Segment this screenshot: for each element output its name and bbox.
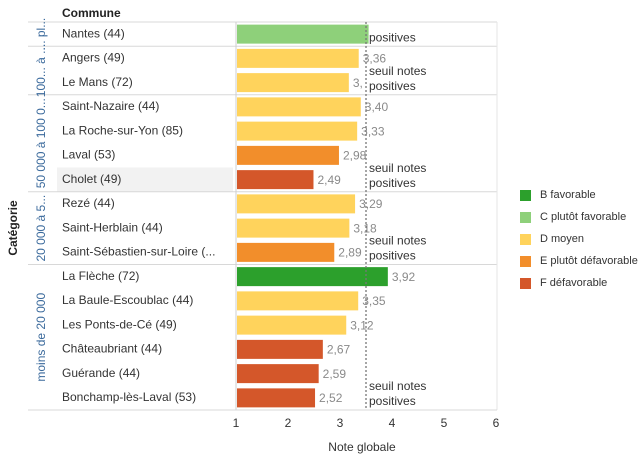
bar [237,388,316,408]
threshold-label: seuil notes [369,64,426,78]
bar [237,97,361,117]
value-label: 3,33 [361,124,385,138]
value-label: 3,36 [363,52,387,66]
threshold-label: positives [369,249,416,263]
bar [237,121,358,141]
x-tick-label: 3 [337,416,344,430]
legend-item: D moyen [520,228,638,250]
commune-label: Guérande (44) [62,366,140,380]
commune-label: La Flèche (72) [62,269,139,283]
value-label: 2,49 [317,173,341,187]
value-label: 2,52 [319,391,343,405]
legend-item: C plutôt favorable [520,206,638,228]
legend-item: B favorable [520,184,638,206]
commune-label: Nantes (44) [62,26,125,40]
threshold-label: positives [369,30,416,44]
bar [237,170,314,190]
legend-swatch [520,189,531,201]
x-tick-label: 2 [285,416,292,430]
value-label: 2,89 [338,246,362,260]
legend-label: B favorable [540,189,596,201]
value-label: 3,18 [353,221,377,235]
value-label: 3,92 [392,270,416,284]
group-label: 50 000 à 100 0... [34,98,48,188]
x-axis-title: Note globale [328,440,396,454]
threshold-label: seuil notes [369,234,426,248]
value-label: 2,59 [323,367,347,381]
x-tick-label: 1 [233,416,240,430]
bar [237,24,369,44]
commune-label: La Roche-sur-Yon (85) [62,123,183,137]
group-label: moins de 20 000 [34,293,48,382]
bar [237,73,349,93]
bar [237,339,323,359]
value-label: 2,67 [327,343,351,357]
legend-label: E plutôt défavorable [540,255,638,267]
x-tick-label: 5 [441,416,448,430]
threshold-label: positives [369,176,416,190]
commune-label: Laval (53) [62,148,115,162]
bar [237,48,359,68]
legend-swatch [520,233,531,245]
y-axis-title: Catégorie [6,200,20,256]
value-label: 2,98 [343,149,367,163]
threshold-label: positives [369,394,416,408]
legend-label: C plutôt favorable [540,211,627,223]
bar [237,291,359,311]
value-label: 3,12 [350,318,374,332]
legend-item: E plutôt défavorable [520,250,638,272]
x-tick-label: 6 [493,416,500,430]
value-label: 3,35 [362,294,386,308]
group-label: 20 000 à 5... [34,195,48,262]
legend: B favorable C plutôt favorable D moyen E pl… [520,184,638,294]
commune-label: Saint-Sébastien-sur-Loire (... [62,245,215,259]
commune-label: Angers (49) [62,51,125,65]
commune-label: Le Mans (72) [62,75,133,89]
bar [237,242,335,262]
legend-swatch [520,255,531,267]
commune-label: Rezé (44) [62,196,115,210]
bar [237,194,356,214]
commune-label: Saint-Herblain (44) [62,220,163,234]
threshold-label: positives [369,79,416,93]
x-tick-label: 4 [389,416,396,430]
group-label: 100... à ... [34,44,48,97]
commune-label: Saint-Nazaire (44) [62,99,159,113]
bar [237,267,388,287]
bar [237,364,319,384]
bar [237,145,339,165]
commune-label: Cholet (49) [62,172,121,186]
threshold-label: seuil notes [369,379,426,393]
bar [237,315,347,335]
value-label: 3, [353,76,363,90]
value-label: 3,40 [365,100,389,114]
threshold-label: seuil notes [369,161,426,175]
value-label: 3,29 [359,197,383,211]
commune-label: Bonchamp-lès-Laval (53) [62,390,196,404]
column-header: Commune [62,6,121,20]
bar [237,218,350,238]
commune-label: La Baule-Escoublac (44) [62,293,193,307]
row-highlight [57,167,233,192]
commune-label: Châteaubriant (44) [62,342,162,356]
legend-swatch [520,277,531,289]
commune-label: Les Ponts-de-Cé (49) [62,317,177,331]
group-label: ... pl... [34,18,48,51]
legend-item: F défavorable [520,272,638,294]
legend-swatch [520,211,531,223]
legend-label: F défavorable [540,277,608,289]
legend-label: D moyen [540,233,585,245]
